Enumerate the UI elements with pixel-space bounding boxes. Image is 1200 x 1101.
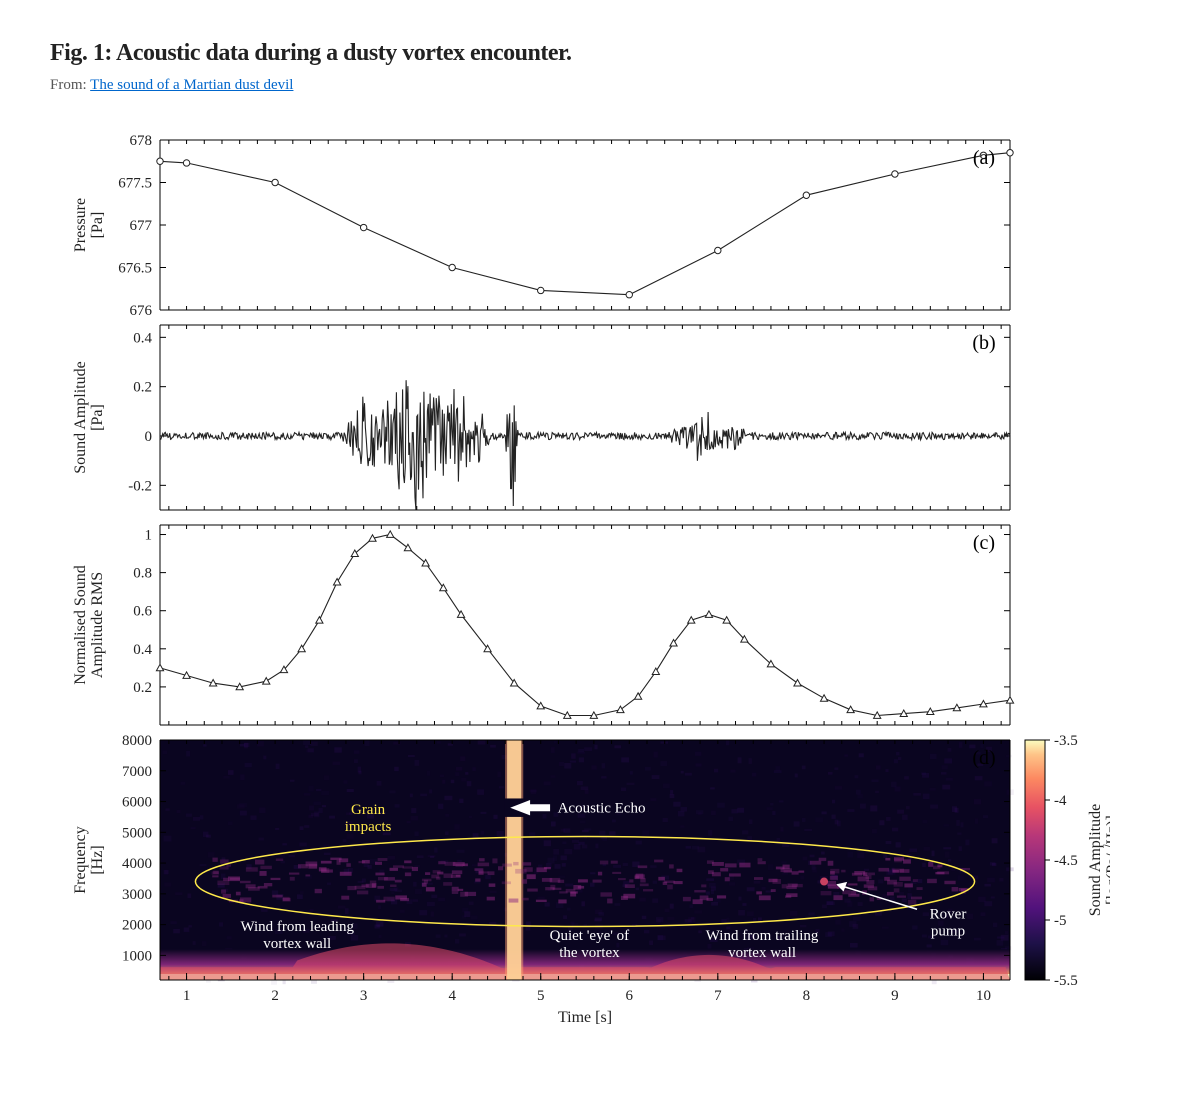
svg-text:7000: 7000 — [122, 764, 152, 780]
svg-text:vortex wall: vortex wall — [728, 945, 796, 961]
svg-text:Acoustic Echo: Acoustic Echo — [558, 801, 646, 817]
svg-text:6: 6 — [626, 988, 634, 1004]
svg-text:Rover: Rover — [930, 906, 967, 922]
svg-text:0.6: 0.6 — [133, 604, 152, 620]
svg-text:0.2: 0.2 — [133, 380, 152, 396]
svg-text:Pressure: Pressure — [72, 198, 89, 252]
svg-text:-5: -5 — [1054, 913, 1067, 929]
svg-text:Normalised Sound: Normalised Sound — [72, 565, 89, 685]
svg-text:-5.5: -5.5 — [1054, 973, 1078, 989]
svg-text:Wind from trailing: Wind from trailing — [706, 928, 819, 944]
svg-text:676: 676 — [130, 303, 153, 319]
svg-text:0: 0 — [145, 429, 153, 445]
figure-svg-container: 676676.5677677.5678Pressure[Pa](a)-0.200… — [50, 110, 1110, 1030]
svg-text:Frequency: Frequency — [72, 826, 89, 894]
figure-source: From: The sound of a Martian dust devil — [50, 77, 1150, 94]
svg-text:[Pa]: [Pa] — [89, 404, 106, 431]
svg-text:Amplitude RMS: Amplitude RMS — [89, 572, 106, 678]
svg-text:0.4: 0.4 — [133, 330, 152, 346]
svg-text:1000: 1000 — [122, 948, 152, 964]
svg-text:3000: 3000 — [122, 887, 152, 903]
svg-text:2000: 2000 — [122, 918, 152, 934]
svg-text:2: 2 — [271, 988, 279, 1004]
svg-text:(c): (c) — [973, 532, 995, 554]
figure-svg: 676676.5677677.5678Pressure[Pa](a)-0.200… — [50, 110, 1110, 1030]
svg-text:[Hz]: [Hz] — [89, 845, 106, 874]
svg-text:impacts: impacts — [345, 819, 392, 835]
svg-text:5000: 5000 — [122, 825, 152, 841]
svg-text:the vortex: the vortex — [559, 945, 620, 961]
svg-text:677.5: 677.5 — [118, 176, 152, 192]
svg-text:5: 5 — [537, 988, 545, 1004]
svg-text:Sound Amplitude: Sound Amplitude — [72, 361, 89, 473]
svg-text:Time [s]: Time [s] — [558, 1009, 612, 1026]
svg-text:pump: pump — [931, 923, 965, 939]
svg-text:[Pa]: [Pa] — [89, 212, 106, 239]
svg-text:0.4: 0.4 — [133, 642, 152, 658]
svg-text:(d): (d) — [972, 747, 995, 769]
svg-text:7: 7 — [714, 988, 722, 1004]
svg-text:-3.5: -3.5 — [1054, 733, 1078, 749]
svg-text:(a): (a) — [973, 147, 995, 169]
svg-text:(b): (b) — [972, 332, 995, 354]
svg-text:Quiet 'eye' of: Quiet 'eye' of — [550, 928, 630, 944]
svg-text:3: 3 — [360, 988, 368, 1004]
svg-text:1: 1 — [145, 528, 153, 544]
svg-text:4: 4 — [448, 988, 456, 1004]
svg-text:Wind from leading: Wind from leading — [240, 919, 354, 935]
svg-text:8000: 8000 — [122, 733, 152, 749]
svg-text:0.2: 0.2 — [133, 680, 152, 696]
svg-text:vortex wall: vortex wall — [263, 936, 331, 952]
svg-text:8: 8 — [803, 988, 811, 1004]
svg-text:676.5: 676.5 — [118, 261, 152, 277]
svg-text:Sound Amplitude: Sound Amplitude — [1087, 804, 1104, 916]
svg-text:-4.5: -4.5 — [1054, 853, 1078, 869]
svg-text:1: 1 — [183, 988, 191, 1004]
svg-text:[log(Pa/√Hz)]: [log(Pa/√Hz)] — [1104, 815, 1110, 905]
figure-title: Fig. 1: Acoustic data during a dusty vor… — [50, 40, 1150, 67]
svg-text:677: 677 — [130, 218, 153, 234]
svg-text:Grain: Grain — [351, 802, 386, 818]
svg-text:-0.2: -0.2 — [128, 478, 152, 494]
svg-text:9: 9 — [891, 988, 899, 1004]
svg-text:-4: -4 — [1054, 793, 1067, 809]
svg-text:0.8: 0.8 — [133, 566, 152, 582]
svg-text:10: 10 — [976, 988, 991, 1004]
svg-text:4000: 4000 — [122, 856, 152, 872]
from-prefix: From: — [50, 77, 90, 93]
svg-text:6000: 6000 — [122, 795, 152, 811]
svg-text:678: 678 — [130, 133, 153, 149]
source-link[interactable]: The sound of a Martian dust devil — [90, 77, 293, 93]
